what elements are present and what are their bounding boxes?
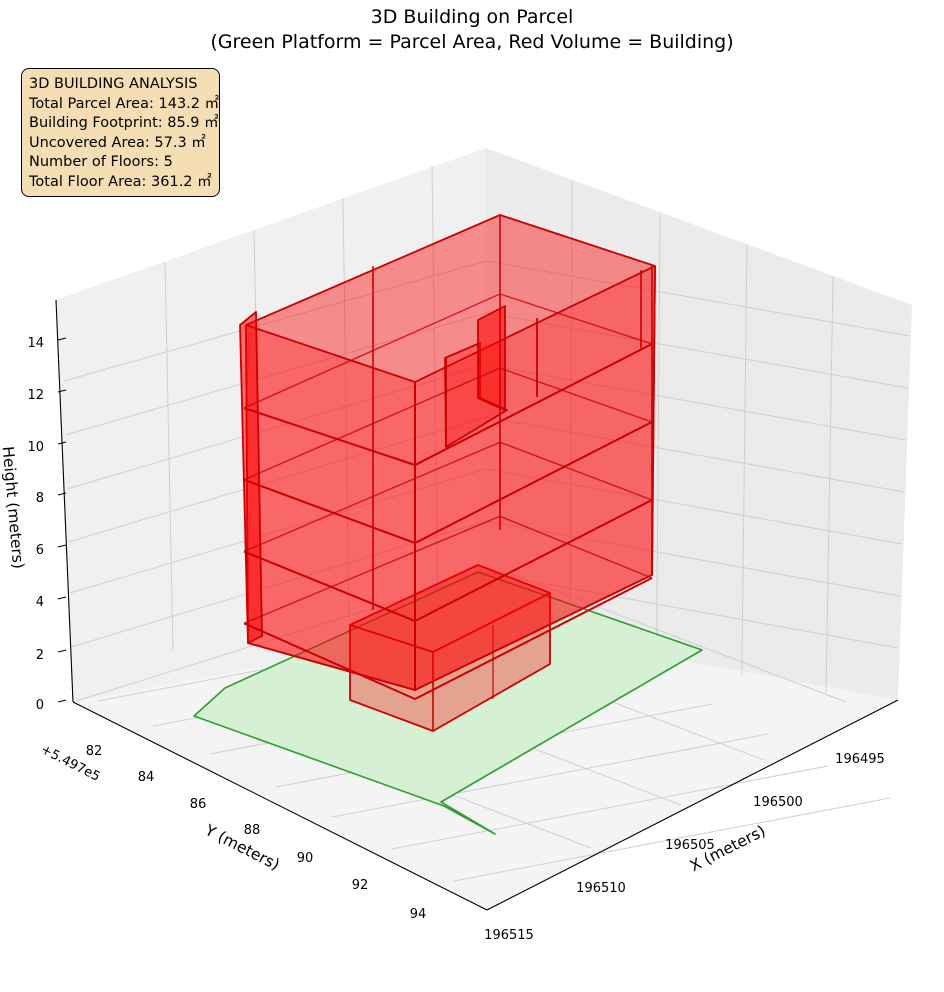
grid-line xyxy=(69,468,487,594)
z-tick-mark xyxy=(57,389,67,393)
z-tick-mark xyxy=(57,492,67,496)
grid-line xyxy=(485,364,907,441)
z-tick-mark xyxy=(57,699,67,703)
z-tick-mark xyxy=(57,596,67,600)
info-number-of-floors: Number of Floors: 5 xyxy=(29,154,173,171)
y-tick-label: 82 xyxy=(86,744,103,759)
grid-line xyxy=(164,261,174,651)
building-volume xyxy=(239,214,656,732)
grid-line xyxy=(485,520,901,597)
z-tick-label: 2 xyxy=(36,648,44,663)
x-tick-label: 196510 xyxy=(576,881,626,896)
z-tick-mark xyxy=(57,337,67,341)
tower-wall-slab xyxy=(239,311,263,644)
grid-line xyxy=(431,165,439,602)
courtyard-inner xyxy=(477,305,506,411)
z-tick-label: 14 xyxy=(27,336,44,351)
grid-line xyxy=(66,364,487,490)
x-tick-label: 196495 xyxy=(835,752,885,767)
grid-line xyxy=(331,733,769,818)
grid-line xyxy=(485,260,911,337)
y-tick-label: 90 xyxy=(297,851,314,866)
z-tick-mark xyxy=(57,441,67,445)
y-tick-label: 88 xyxy=(244,823,261,838)
y-tick-label: 86 xyxy=(190,797,207,812)
y-tick-label: 84 xyxy=(138,770,155,785)
grid-line xyxy=(656,213,661,658)
z-tick-label: 10 xyxy=(27,440,44,455)
x-tick-label: 196500 xyxy=(753,795,803,810)
pane-right xyxy=(486,148,912,700)
floor-slab-edge xyxy=(243,577,653,701)
z-tick-label: 12 xyxy=(27,388,44,403)
y-axis-line xyxy=(72,701,488,911)
info-total-floor-area: Total Floor Area: 361.2 ㎡ xyxy=(29,173,212,190)
grid-line xyxy=(342,197,350,618)
y-tick-label: 94 xyxy=(410,907,427,922)
z-axis-line xyxy=(55,299,74,703)
parcel-platform xyxy=(193,571,703,835)
y-axis-label: Y (meters) xyxy=(201,821,282,874)
y-tick-label: 92 xyxy=(352,878,369,893)
grid-line xyxy=(485,312,909,389)
z-tick-label: 8 xyxy=(36,491,44,506)
grid-line xyxy=(65,312,487,436)
z-tick-label: 0 xyxy=(36,698,44,713)
z-axis-label: Height (meters) xyxy=(0,446,27,570)
info-uncovered-area: Uncovered Area: 57.3 ㎡ xyxy=(29,134,206,151)
info-building-footprint: Building Footprint: 85.9 ㎡ xyxy=(29,115,219,132)
grid-line xyxy=(68,416,487,543)
info-total-parcel-area: Total Parcel Area: 143.2 ㎡ xyxy=(29,95,219,112)
parcel-outline xyxy=(193,571,703,835)
grid-line xyxy=(485,468,903,545)
info-heading: 3D BUILDING ANALYSIS xyxy=(29,76,198,92)
z-tick-mark xyxy=(57,649,67,653)
analysis-info-box: 3D BUILDING ANALYSIS Total Parcel Area: … xyxy=(21,68,220,197)
grid-line xyxy=(63,260,487,382)
z-tick-label: 6 xyxy=(36,543,44,558)
axis-lines xyxy=(55,299,899,911)
x-tick-label: 196515 xyxy=(484,928,534,943)
grid-line xyxy=(485,416,905,493)
grid-line xyxy=(741,244,748,676)
pane-left xyxy=(56,148,486,702)
x-axis-line xyxy=(486,699,899,911)
grid-line xyxy=(391,765,829,850)
grid-line xyxy=(453,797,891,882)
chart-subtitle: (Green Platform = Parcel Area, Red Volum… xyxy=(210,31,734,53)
chart-title: 3D Building on Parcel xyxy=(370,6,574,28)
z-tick-label: 4 xyxy=(36,595,44,610)
x-tick-label: 196505 xyxy=(665,838,715,853)
annex-volume xyxy=(349,564,551,732)
grid-line xyxy=(825,275,834,693)
grid-line xyxy=(485,572,899,649)
grid-line xyxy=(511,573,847,703)
z-tick-mark xyxy=(57,544,67,548)
grid-line xyxy=(569,180,573,641)
